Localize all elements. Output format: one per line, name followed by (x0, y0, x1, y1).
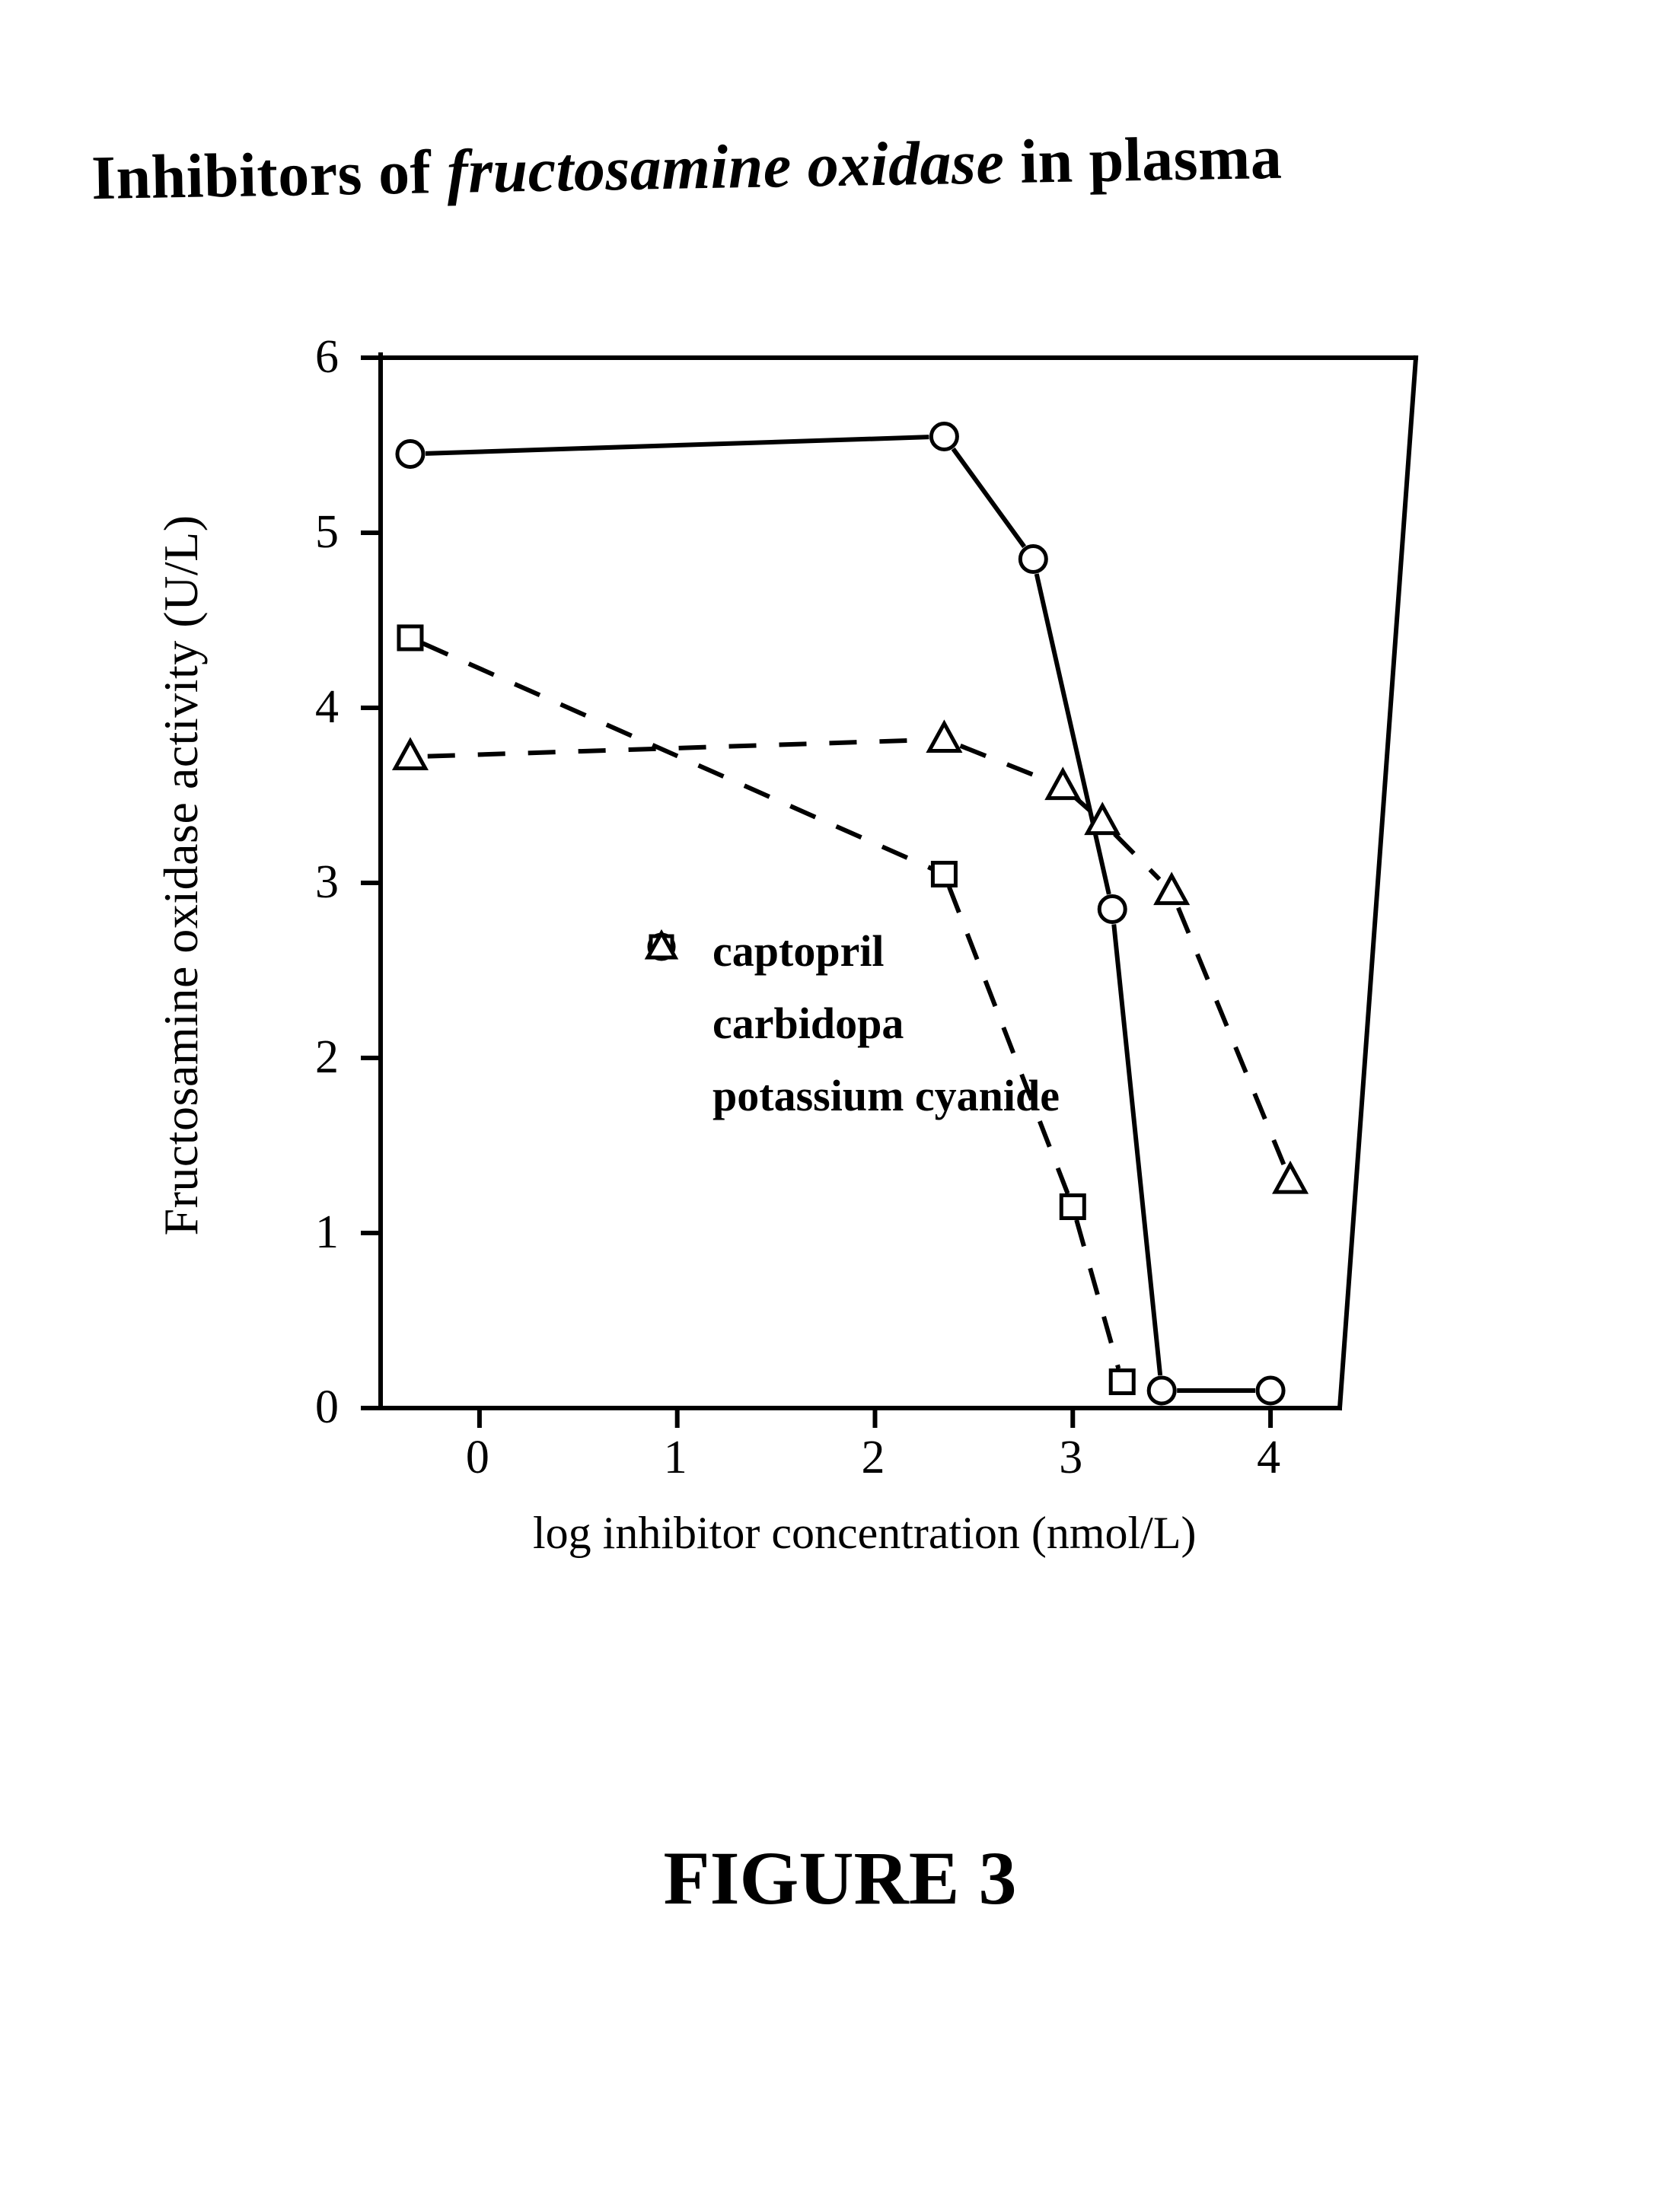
x-tick-label: 3 (1059, 1431, 1082, 1485)
y-tick-label: 1 (315, 1206, 339, 1260)
x-axis-label: log inhibitor concentration (nmol/L) (533, 1507, 1196, 1560)
y-tick-label: 6 (315, 330, 339, 384)
chart-container: Fructosamine oxidase activity (U/L) 0123… (198, 327, 1492, 1576)
page-root: Inhibitors of fructosamine oxidase in pl… (0, 0, 1680, 2192)
y-tick-label: 4 (315, 680, 339, 734)
legend-label: carbidopa (708, 998, 904, 1049)
title-post: in plasma (1003, 123, 1283, 196)
legend-item: potassium cyanide (632, 1070, 1060, 1121)
legend-label: potassium cyanide (708, 1070, 1060, 1121)
y-tick-label: 5 (315, 505, 339, 559)
figure-caption: FIGURE 3 (0, 1834, 1680, 1922)
title-italic: fructosamine oxidase (446, 127, 1005, 206)
x-tick-label: 4 (1257, 1431, 1280, 1485)
y-tick-label: 2 (315, 1031, 339, 1085)
y-tick-label: 3 (315, 855, 339, 910)
x-tick-label: 1 (664, 1431, 687, 1485)
chart-title: Inhibitors of fructosamine oxidase in pl… (91, 116, 1583, 214)
chart-legend: captopril carbidopa potassium cyanide (632, 926, 1060, 1142)
y-tick-label: 0 (315, 1381, 339, 1435)
legend-item: captopril (632, 926, 1060, 977)
legend-label: captopril (708, 926, 885, 977)
legend-item: carbidopa (632, 998, 1060, 1049)
x-tick-label: 2 (861, 1431, 885, 1485)
title-pre: Inhibitors of (91, 137, 448, 212)
x-tick-label: 0 (466, 1431, 489, 1485)
